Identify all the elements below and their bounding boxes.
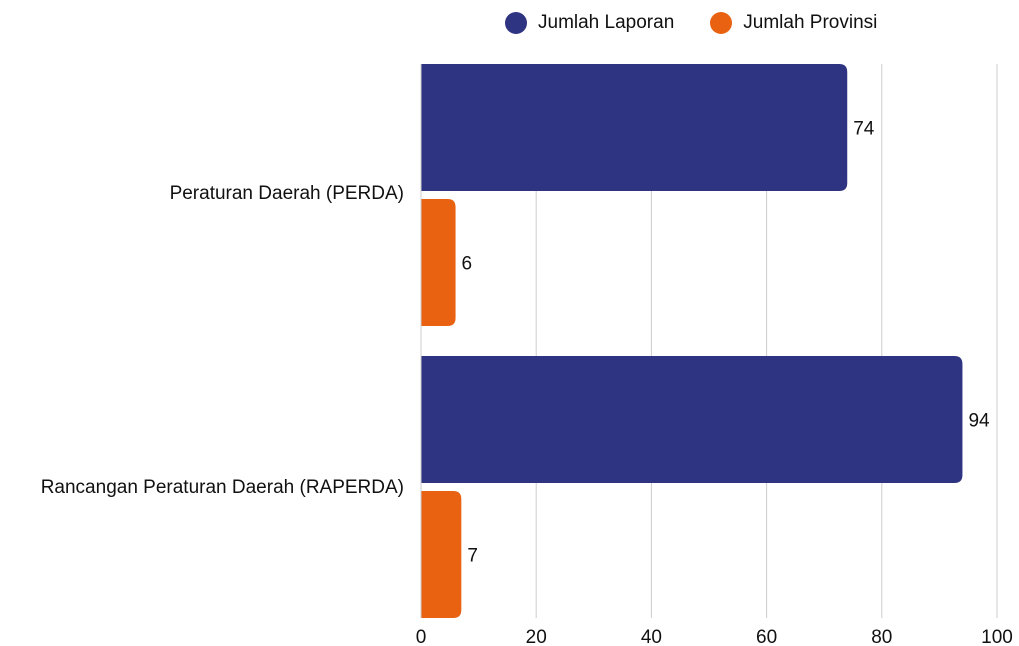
bar-laporan-1 <box>421 356 963 483</box>
bar-provinsi-0 <box>421 199 456 326</box>
legend-item-provinsi: Jumlah Provinsi <box>710 12 877 34</box>
x-tick-label-60: 60 <box>756 627 777 646</box>
data-label-laporan-1: 94 <box>968 411 990 432</box>
category-label-raperda: Rancangan Peraturan Daerah (RAPERDA) <box>40 477 404 498</box>
data-label-provinsi-0: 6 <box>462 254 473 275</box>
x-tick-label-80: 80 <box>871 627 892 646</box>
data-label-laporan-0: 74 <box>853 119 875 140</box>
bar-provinsi-1 <box>421 491 462 618</box>
x-tick-label-100: 100 <box>981 627 1013 646</box>
legend-swatch-laporan <box>505 12 527 34</box>
x-tick-label-40: 40 <box>641 627 662 646</box>
legend-item-laporan: Jumlah Laporan <box>505 12 674 34</box>
category-label-perda: Peraturan Daerah (PERDA) <box>169 183 404 204</box>
bar-laporan-0 <box>421 64 848 191</box>
data-label-provinsi-1: 7 <box>467 546 478 567</box>
legend-label-provinsi: Jumlah Provinsi <box>743 12 878 33</box>
x-tick-label-20: 20 <box>526 627 547 646</box>
legend-swatch-provinsi <box>710 12 733 34</box>
legend-label-laporan: Jumlah Laporan <box>538 12 675 33</box>
x-tick-label-0: 0 <box>416 627 427 646</box>
legend: Jumlah Laporan Jumlah Provinsi <box>505 12 877 34</box>
